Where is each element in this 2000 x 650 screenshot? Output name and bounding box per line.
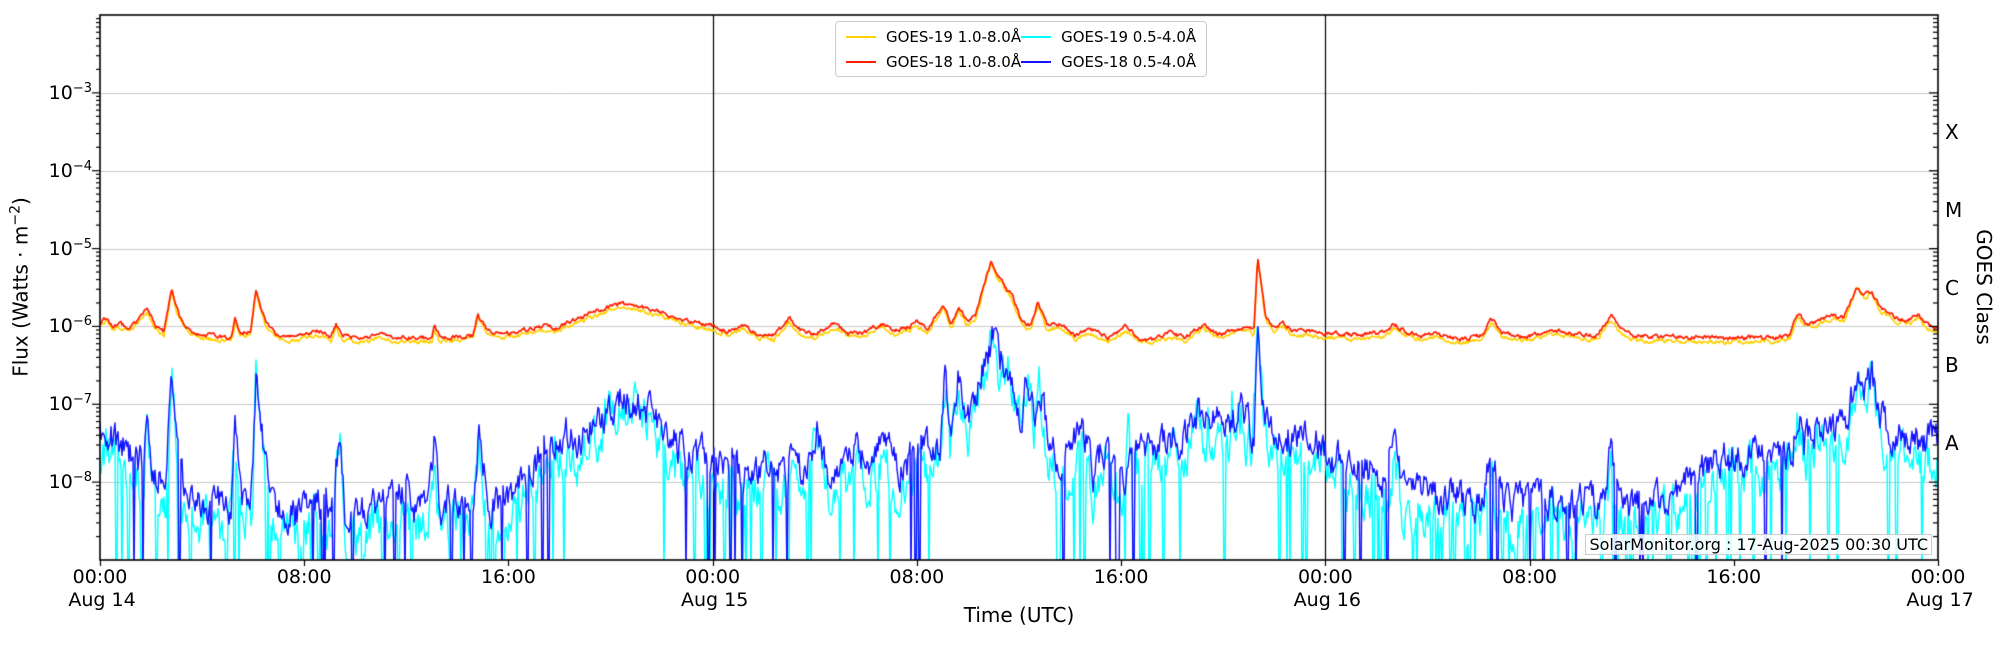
x-tick-label: 08:00	[276, 566, 332, 588]
right-axis-title: GOES Class	[1972, 229, 1996, 345]
y-tick-label: 10−6	[32, 314, 92, 337]
y-tick-base: 10	[48, 393, 73, 416]
y-tick-base: 10	[48, 159, 73, 182]
x-axis-title: Time (UTC)	[963, 603, 1075, 627]
y-tick-base: 10	[48, 237, 73, 260]
x-tick-label: 16:00	[1093, 566, 1149, 588]
y-tick-label: 10−3	[32, 81, 92, 104]
goes-class-letter-x: X	[1945, 119, 1959, 144]
legend-line-swatch	[1021, 35, 1052, 38]
y-tick-exponent: −6	[72, 314, 92, 330]
y-tick-exponent: −7	[72, 392, 92, 408]
y-tick-base: 10	[48, 315, 73, 338]
legend-line-swatch	[846, 60, 876, 63]
source-timestamp-annotation: SolarMonitor.org : 17-Aug-2025 00:30 UTC	[1585, 534, 1932, 555]
y-axis-title-suffix: )	[8, 197, 33, 206]
x-tick-date-label: Aug 15	[680, 589, 749, 611]
y-tick-label: 10−4	[32, 159, 92, 182]
goes-class-letter-c: C	[1945, 275, 1959, 300]
y-tick-label: 10−7	[32, 392, 92, 415]
legend-entry-label: GOES-19 1.0-8.0Å	[886, 27, 1022, 46]
x-tick-label: 16:00	[1706, 566, 1762, 588]
x-tick-label: 00:00	[1297, 566, 1353, 588]
legend-entry-label: GOES-18 0.5-4.0Å	[1061, 52, 1197, 71]
y-tick-label: 10−5	[32, 236, 92, 259]
x-tick-label: 16:00	[481, 566, 536, 588]
x-tick-date-label: Aug 14	[68, 589, 136, 611]
legend-entry-label: GOES-19 0.5-4.0Å	[1061, 27, 1197, 46]
goes-class-letter-m: M	[1945, 197, 1963, 222]
y-axis-title-exponent: −2	[7, 205, 24, 226]
x-tick-label: 08:00	[1502, 566, 1557, 588]
x-tick-date-label: Aug 17	[1906, 589, 1974, 611]
x-tick-label: 08:00	[889, 566, 945, 588]
legend-entry: GOES-18 1.0-8.0Å	[846, 53, 1021, 71]
legend-entry: GOES-19 1.0-8.0Å	[846, 28, 1021, 46]
legend-line-swatch	[1021, 60, 1052, 63]
goes-class-letter-a: A	[1945, 431, 1959, 456]
y-axis-title-prefix: Flux (Watts · m	[8, 225, 33, 377]
legend-entry-label: GOES-18 1.0-8.0Å	[886, 52, 1022, 71]
legend-entry: GOES-18 0.5-4.0Å	[1021, 53, 1196, 71]
legend: GOES-19 1.0-8.0Å GOES-18 1.0-8.0Å GOES-19 …	[835, 21, 1207, 77]
y-axis-title: Flux (Watts · m−2)	[8, 197, 33, 377]
x-tick-label: 00:00	[1910, 566, 1966, 588]
y-tick-base: 10	[48, 82, 73, 105]
y-tick-exponent: −4	[72, 158, 92, 174]
y-tick-exponent: −3	[72, 80, 92, 96]
x-tick-label: 00:00	[685, 566, 741, 588]
y-tick-base: 10	[48, 471, 73, 494]
y-tick-exponent: −5	[72, 236, 92, 252]
goes-class-letter-b: B	[1945, 353, 1959, 378]
x-tick-date-label: Aug 16	[1293, 589, 1361, 611]
legend-line-swatch	[846, 35, 876, 38]
x-tick-label: 00:00	[72, 566, 128, 588]
legend-entry: GOES-19 0.5-4.0Å	[1021, 28, 1196, 46]
y-tick-exponent: −8	[72, 470, 92, 486]
y-tick-label: 10−8	[32, 470, 92, 493]
